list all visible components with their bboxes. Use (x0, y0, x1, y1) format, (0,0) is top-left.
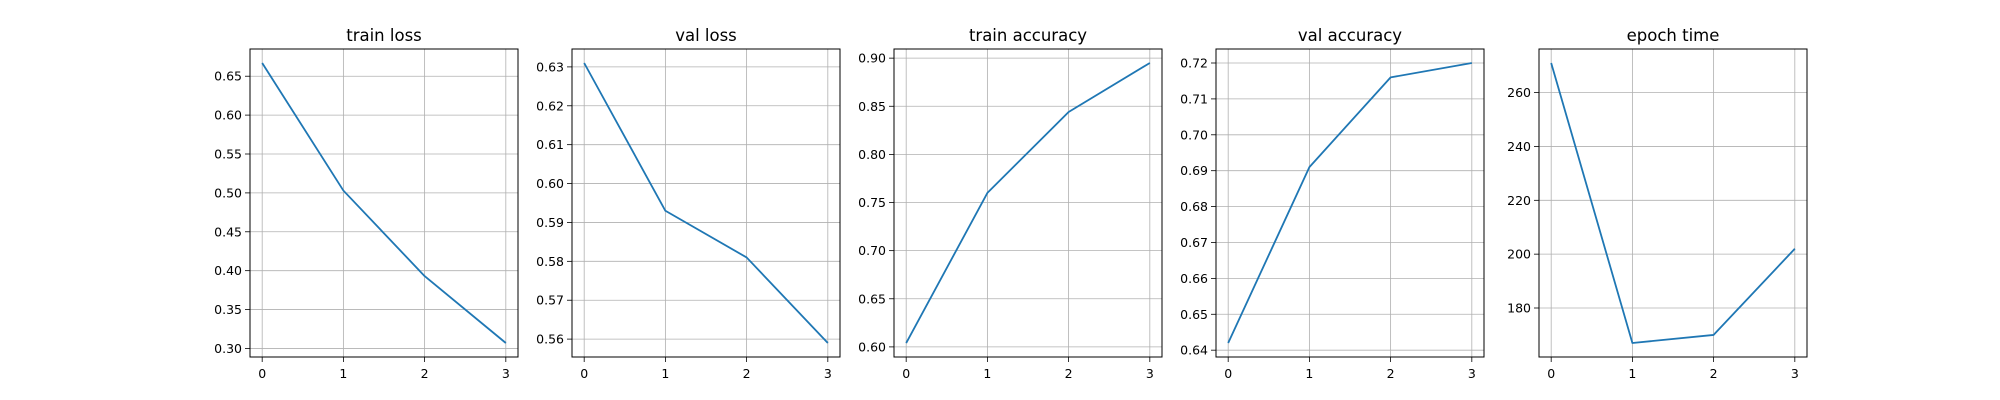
y-tick-label: 0.45 (214, 224, 242, 239)
y-tick-label: 0.70 (858, 243, 886, 258)
series-line (583, 62, 829, 344)
y-tick-label: 0.58 (536, 254, 564, 269)
y-tick-label: 0.65 (858, 291, 886, 306)
x-tick-label: 0 (258, 366, 266, 381)
y-tick-label: 0.68 (1180, 199, 1208, 214)
x-tick-label: 3 (1468, 366, 1476, 381)
y-tick-label: 0.69 (1180, 163, 1208, 178)
chart-panel-4: 0 1 2 3 0.64 0.65 0.66 0.67 0.68 0.69 0.70 0.71 0.72… (1180, 26, 1485, 381)
axes-frame (893, 48, 1163, 358)
x-tick-label: 2 (743, 366, 751, 381)
chart-title: val loss (675, 26, 737, 45)
y-tick-label: 0.59 (536, 215, 564, 230)
x-tick-label: 1 (661, 366, 669, 381)
y-tick-label: 0.61 (536, 137, 564, 152)
x-tick-label: 3 (1146, 366, 1154, 381)
y-tick-label: 200 (1507, 247, 1531, 262)
y-tick-label: 240 (1507, 139, 1531, 154)
y-tick-label: 0.55 (214, 147, 242, 162)
y-tick-label: 0.30 (214, 341, 242, 356)
y-tick-label: 180 (1507, 301, 1531, 316)
x-tick-label: 2 (1710, 366, 1718, 381)
y-tick-label: 0.62 (536, 98, 564, 113)
y-tick-label: 0.80 (858, 147, 886, 162)
y-tick-label: 0.66 (1180, 271, 1208, 286)
y-tick-label: 0.70 (1180, 127, 1208, 142)
x-tick-label: 1 (1628, 366, 1636, 381)
y-tick-label: 260 (1507, 85, 1531, 100)
axes-frame (1538, 48, 1808, 358)
y-tick-label: 0.75 (858, 195, 886, 210)
axes-frame (571, 48, 841, 358)
x-tick-label: 2 (421, 366, 429, 381)
y-tick-label: 0.63 (536, 59, 564, 74)
y-tick-label: 0.60 (214, 108, 242, 123)
x-tick-label: 3 (1791, 366, 1799, 381)
x-tick-label: 0 (902, 366, 910, 381)
x-tick-label: 3 (824, 366, 832, 381)
chart-panel-1: 0 1 2 3 0.30 0.35 0.40 0.45 0.50 0.55 0.60 0.65 trai… (214, 26, 519, 381)
y-tick-label: 0.60 (536, 176, 564, 191)
x-tick-label: 2 (1065, 366, 1073, 381)
x-tick-label: 0 (1547, 366, 1555, 381)
x-tick-label: 1 (983, 366, 991, 381)
series-line (261, 62, 507, 344)
y-tick-label: 0.65 (1180, 307, 1208, 322)
y-tick-label: 0.90 (858, 51, 886, 66)
y-tick-label: 0.35 (214, 302, 242, 317)
x-tick-label: 3 (502, 366, 510, 381)
y-tick-label: 0.85 (858, 99, 886, 114)
x-tick-label: 1 (1305, 366, 1313, 381)
y-tick-label: 0.40 (214, 263, 242, 278)
chart-title: epoch time (1627, 26, 1720, 45)
y-tick-label: 0.57 (536, 293, 564, 308)
y-tick-label: 0.65 (214, 69, 242, 84)
axes-frame (1215, 48, 1485, 358)
chart-title: train accuracy (969, 26, 1087, 45)
x-tick-label: 0 (580, 366, 588, 381)
series-line (1550, 62, 1796, 344)
y-tick-label: 220 (1507, 193, 1531, 208)
chart-title: train loss (346, 26, 422, 45)
x-tick-label: 2 (1387, 366, 1395, 381)
y-tick-label: 0.71 (1180, 91, 1208, 106)
series-line (905, 62, 1151, 344)
chart-panel-2: 0 1 2 3 0.56 0.57 0.58 0.59 0.60 0.61 0.62 0.63 val … (536, 26, 841, 381)
chart-panel-3: 0 1 2 3 0.60 0.65 0.70 0.75 0.80 0.85 0.90 train ac… (858, 26, 1163, 381)
chart-title: val accuracy (1298, 26, 1402, 45)
x-tick-label: 0 (1224, 366, 1232, 381)
chart-panel-5: 0 1 2 3 180 200 220 240 260 epoch time (1507, 26, 1808, 381)
y-tick-label: 0.50 (214, 185, 242, 200)
x-tick-label: 1 (339, 366, 347, 381)
y-tick-label: 0.72 (1180, 56, 1208, 71)
y-tick-label: 0.64 (1180, 343, 1208, 358)
axes-frame (249, 48, 519, 358)
y-tick-label: 0.67 (1180, 235, 1208, 250)
y-tick-label: 0.56 (536, 332, 564, 347)
y-tick-label: 0.60 (858, 339, 886, 354)
series-line (1227, 62, 1472, 344)
